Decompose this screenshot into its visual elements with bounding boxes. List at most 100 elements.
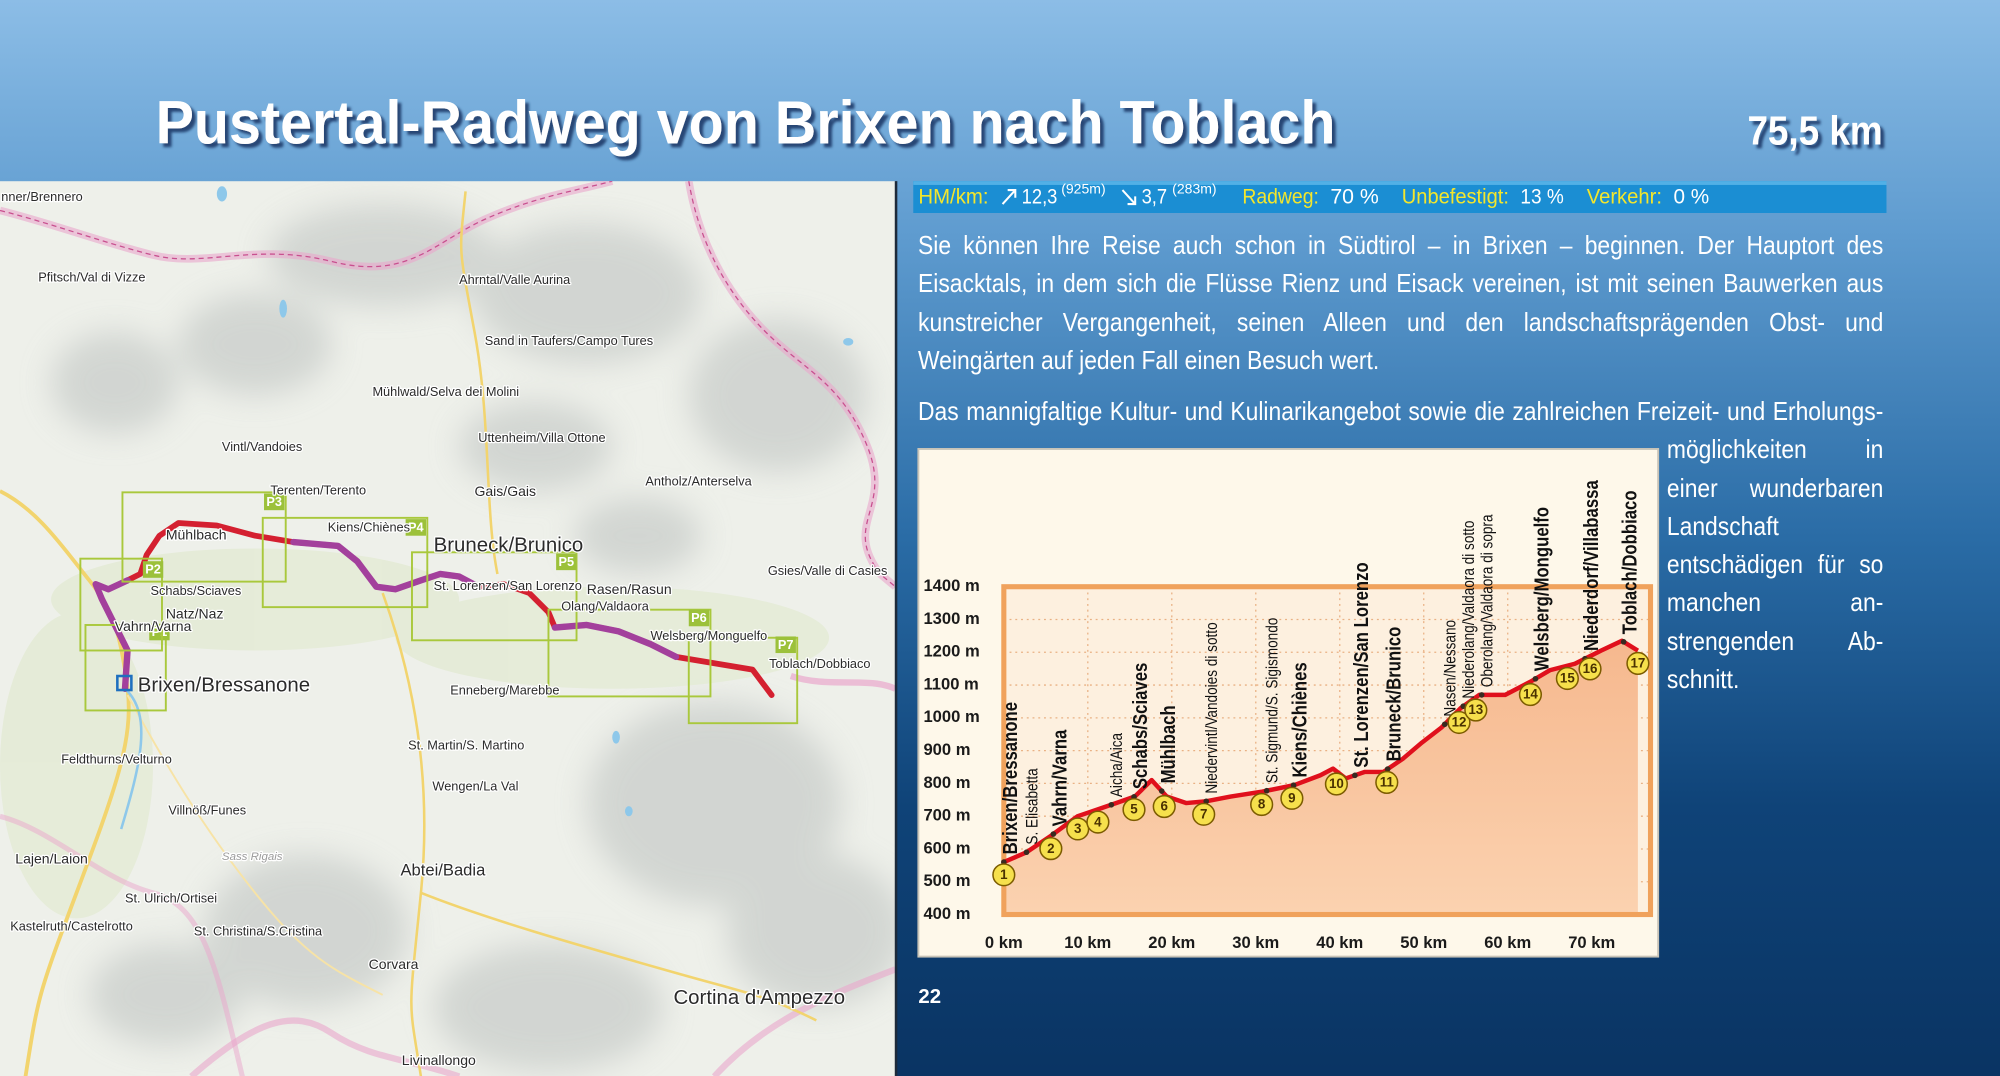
y-tick-label: 1000 m <box>923 707 979 726</box>
place-label: St. Lorenzen/San Lorenzo <box>1349 562 1372 767</box>
plot-frame <box>1001 584 1654 918</box>
stop-number: 12 <box>1452 715 1467 730</box>
place-label: Brixen/Bressanone <box>998 702 1021 854</box>
map-label: St. Christina/S.Cristina <box>194 924 323 939</box>
stop-number: 4 <box>1094 814 1102 829</box>
section-label: P1 <box>152 624 168 639</box>
x-tick-label: 60 km <box>1484 933 1531 952</box>
map-label: Terenten/Terento <box>270 482 366 497</box>
map-label: St. Lorenzen/San Lorenzo <box>434 578 582 593</box>
map-label: St. Martin/S. Martino <box>408 738 524 753</box>
descent: 3,7 <box>1142 183 1168 208</box>
stop-number: 9 <box>1288 790 1295 805</box>
place-label: Mühlbach <box>1156 705 1179 783</box>
y-tick-label: 1200 m <box>923 642 979 661</box>
stat-label: Verkehr: <box>1587 183 1662 208</box>
map-label: Sand in Taufers/Campo Tures <box>485 333 653 348</box>
section-tag <box>775 636 796 654</box>
section-box <box>687 636 799 725</box>
map-label: nner/Brennero <box>1 189 83 204</box>
stop-marker <box>992 863 1016 887</box>
river <box>119 687 143 830</box>
map-label: Lajen/Laion <box>15 850 87 866</box>
map-label: Feldthurns/Velturno <box>61 752 172 767</box>
stop-marker <box>1578 657 1602 681</box>
place-label: Vahrn/Varna <box>1048 729 1071 826</box>
y-tick-label: 900 m <box>923 740 970 759</box>
place-label: Niederdorf/Villabassa <box>1579 480 1602 651</box>
section-box <box>547 608 712 698</box>
place-dot <box>1290 782 1297 789</box>
place-label: Nasen/Nessano <box>1441 620 1460 717</box>
descent-icon <box>1121 189 1137 206</box>
x-tick-label: 70 km <box>1568 933 1615 952</box>
stop-marker <box>1464 698 1488 722</box>
place-dot <box>1158 788 1165 794</box>
x-tick-label: 50 km <box>1400 933 1447 952</box>
map: P1 P2 P3 P4 P5 P6 P7 nner/Brennero Pfitsch/Val … <box>0 181 896 1076</box>
map-label: Abtei/Badia <box>401 861 487 880</box>
map-label: Sass Rigais <box>222 851 283 863</box>
x-tick-label: 0 km <box>985 933 1023 952</box>
section-box <box>121 491 287 583</box>
stop-marker <box>1086 810 1110 834</box>
route-distance: 75,5 km <box>1747 108 1882 154</box>
place-label: St. Sigmund/S. Sigismondo <box>1263 618 1282 783</box>
stop-number: 11 <box>1380 775 1395 790</box>
stop-marker <box>1447 710 1471 735</box>
map-label: Gsies/Valle di Casies <box>768 563 888 578</box>
place-label: Niederolang/Valdaora di sotto <box>1460 521 1479 699</box>
place-label: Kiens/Chiènes <box>1288 662 1311 777</box>
x-tick-label: 10 km <box>1064 933 1111 952</box>
page-title: Pustertal-Radweg von Brixen nach Toblach <box>156 89 1336 157</box>
stop-number: 3 <box>1074 821 1081 836</box>
y-tick-label: 400 m <box>923 904 970 923</box>
map-label: Rasen/Rasun <box>587 581 672 597</box>
map-label: Bruneck/Brunico <box>434 534 584 556</box>
map-label: Vintl/Vandoies <box>222 439 302 454</box>
y-tick-label: 1100 m <box>923 674 978 693</box>
section-tag <box>688 609 710 627</box>
paragraph-text: Das mannigfaltige Kultur- und Kulinarika… <box>918 396 1884 695</box>
paragraph: Sie können Ihre Reise auch schon in Südt… <box>918 230 1884 375</box>
stop-marker <box>1039 836 1063 861</box>
descent-total: (283m) <box>1172 181 1216 197</box>
stop-marker <box>1152 794 1176 819</box>
map-label: Kiens/Chiènes <box>328 519 410 534</box>
place-dot <box>1384 766 1391 772</box>
section-tag <box>142 561 164 578</box>
place-dot <box>1478 692 1485 698</box>
place-label: Niedervintl/Vandoies di sotto <box>1203 622 1222 793</box>
section-tag <box>264 493 285 511</box>
stop-number: 17 <box>1630 656 1645 671</box>
y-tick-label: 800 m <box>923 773 970 792</box>
map-label: Pfitsch/Val di Vizze <box>38 269 145 284</box>
section-tag <box>556 553 577 571</box>
stop-number: 2 <box>1047 841 1054 856</box>
ascent-total: (925m) <box>1061 181 1105 197</box>
stop-number: 1 <box>1000 867 1008 882</box>
stats-bar <box>913 181 1887 214</box>
stop-number: 13 <box>1468 702 1483 717</box>
place-label: Bruneck/Brunico <box>1382 627 1405 762</box>
map-label: Cortina d'Ampezzo <box>673 987 845 1009</box>
map-labels: nner/Brennero Pfitsch/Val di Vizze Ahrntal… <box>0 188 889 1069</box>
place-dot <box>1050 831 1057 837</box>
stop-number: 6 <box>1161 799 1168 814</box>
map-label: Vahrn/Varna <box>115 618 192 634</box>
map-label: Villnöß/Funes <box>168 803 246 818</box>
section-box <box>79 557 163 652</box>
place-label: Toblach/Dobbiaco <box>1618 490 1641 634</box>
y-tick-label: 1400 m <box>923 576 979 595</box>
wrap-spacer <box>918 430 1667 960</box>
section-box <box>261 516 429 609</box>
terrain <box>51 204 896 1072</box>
stats: HM/km: 12,3 (925m) 3,7 (283m) Radweg: 70… <box>918 181 1709 209</box>
place-dot <box>1532 675 1539 682</box>
stop-marker <box>1122 797 1146 822</box>
stop-marker <box>1280 786 1304 810</box>
map-label: Uttenheim/Villa Ottone <box>478 430 605 445</box>
place-dot <box>1263 787 1270 794</box>
map-label: Olang/Valdaora <box>561 599 650 614</box>
